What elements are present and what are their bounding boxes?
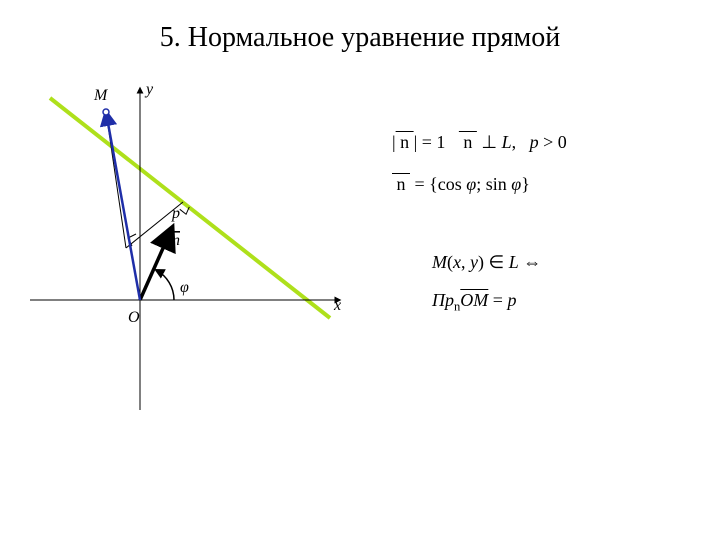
label-x: x [333,297,341,314]
label-y: y [144,81,154,98]
line-L [50,98,330,318]
equation-n-unit: | n | = 1 n ⊥ L, p > 0 [392,132,567,153]
phi-arc [156,270,174,300]
diagram: x y O Mnp φ [20,70,360,430]
vector-n [140,228,172,300]
equation-M-on-L: M(x, y) ∈ L ⇔ [432,252,541,273]
point-M [103,109,109,115]
slide-title: 5. Нормальное уравнение прямой [0,22,720,54]
label-O: O [128,309,140,326]
equation-n-components: n = {cos φ; sin φ} [392,174,530,195]
equation-projection: ПрnOM = p [432,290,516,315]
label-phi: φ [180,279,189,296]
diagram-svg: x y O Mnp φ [20,70,360,430]
label-p: p [171,205,180,222]
label-n: n [172,232,180,249]
vector-OM [106,112,140,300]
label-M: M [93,87,109,104]
